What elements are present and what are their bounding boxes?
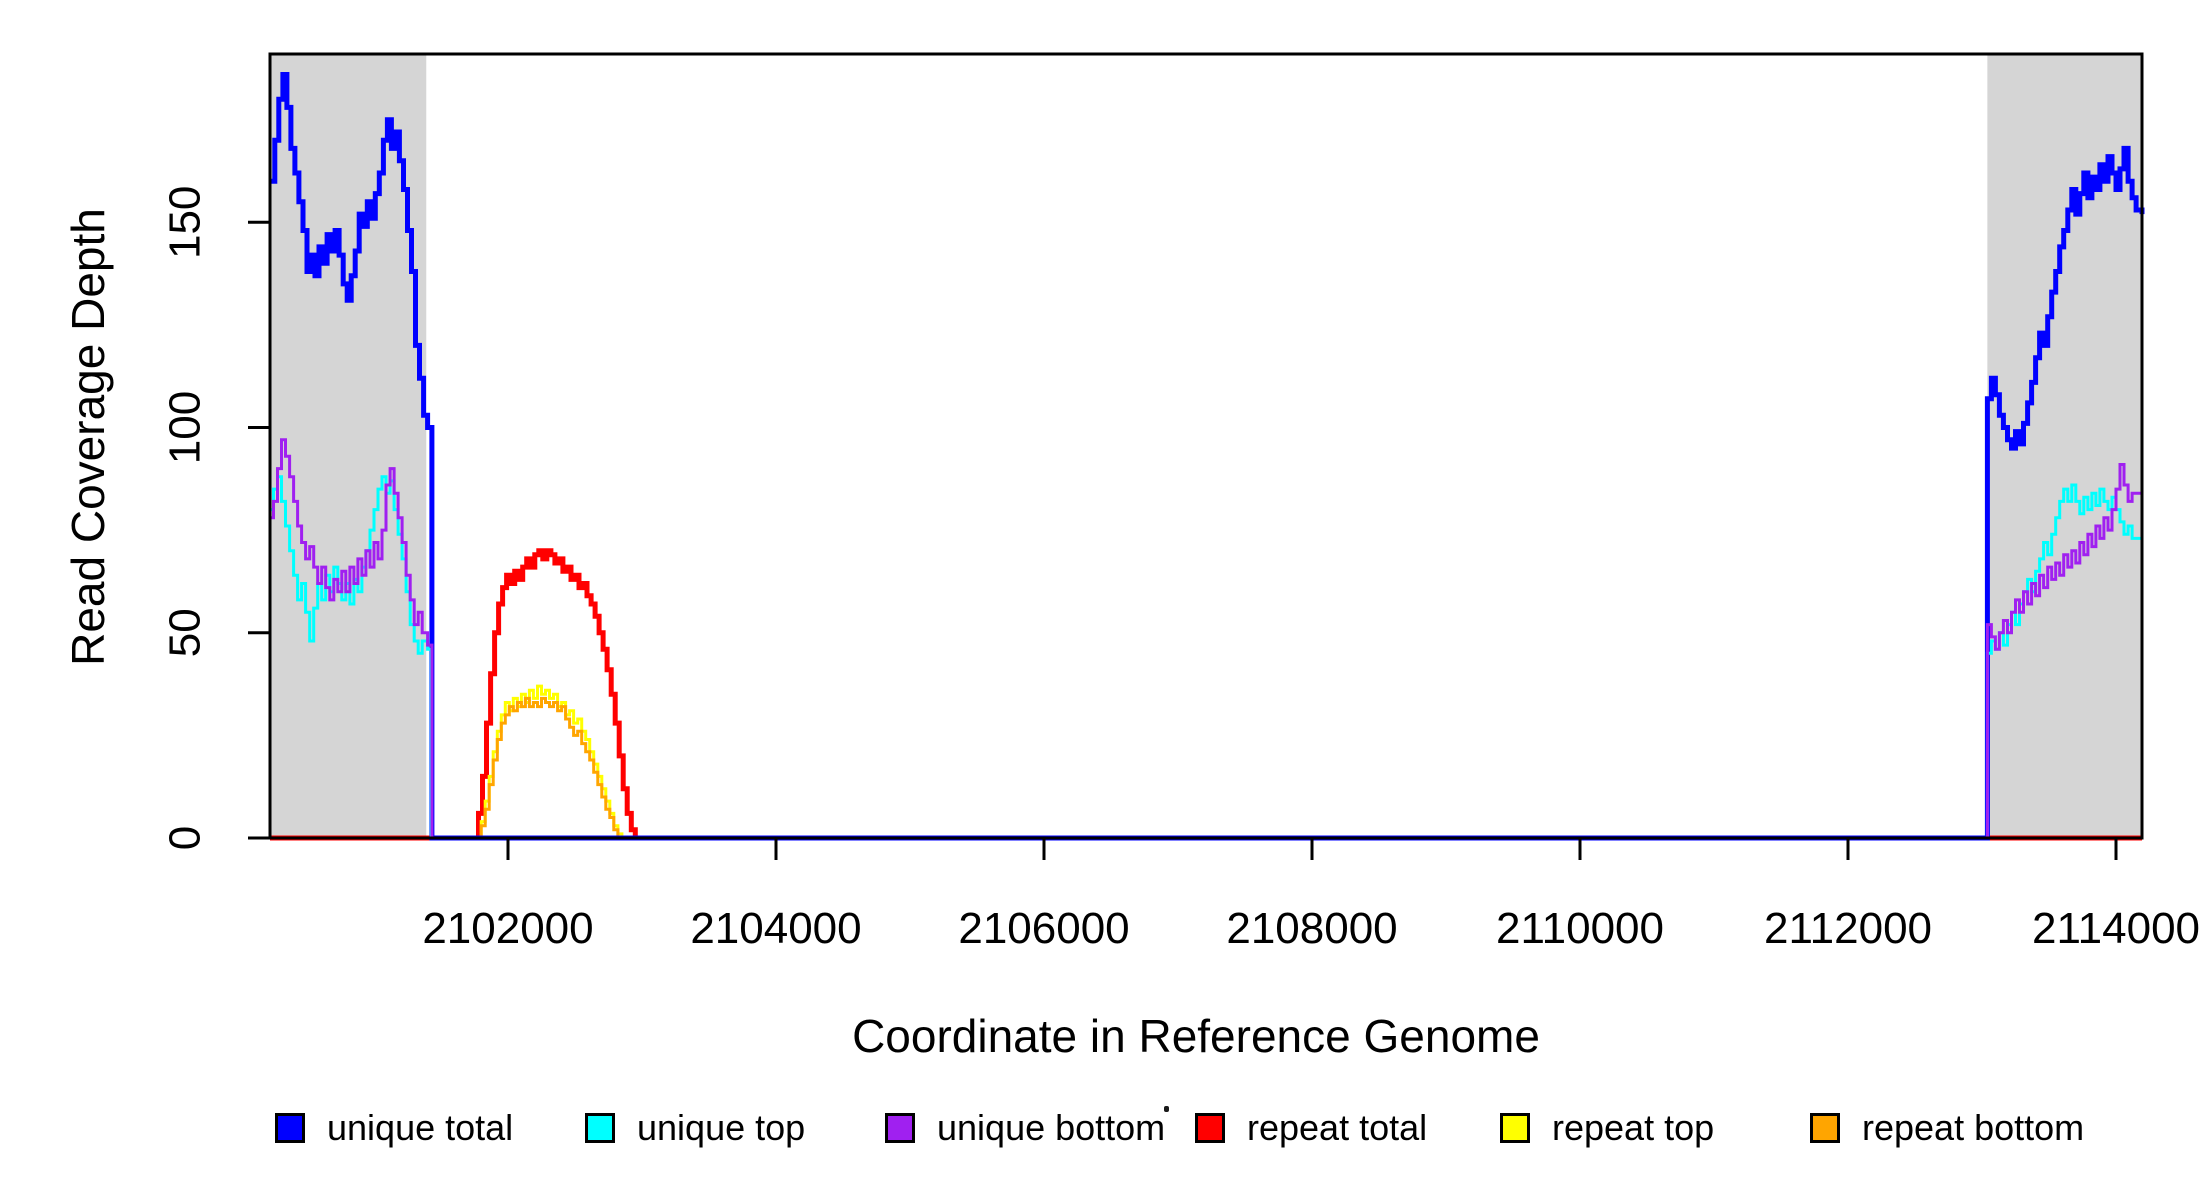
y-tick-label: 150 [161, 186, 210, 259]
x-tick-label: 2110000 [1496, 904, 1664, 953]
legend-label: repeat bottom [1862, 1107, 2085, 1148]
y-tick-label: 100 [161, 391, 210, 464]
legend-swatch-unique-bottom [885, 1113, 915, 1143]
x-tick-label: 2106000 [958, 904, 1129, 953]
series-unique-total-line [270, 72, 2145, 841]
y-tick-label: 50 [161, 608, 210, 657]
shaded-repeat-regions [270, 54, 2142, 838]
x-axis-title: Coordinate in Reference Genome [852, 1010, 1540, 1062]
legend-swatch-unique-total [275, 1113, 305, 1143]
y-axis: 0 50 100 150 [161, 186, 270, 850]
left-repeat-region [270, 54, 427, 838]
y-tick-label: 0 [161, 826, 210, 850]
series-repeat-bottom-line [270, 696, 2142, 840]
x-tick-label: 2102000 [422, 904, 593, 953]
legend-label: repeat top [1552, 1107, 1715, 1148]
legend-label: repeat total [1247, 1107, 1428, 1148]
series-unique-top-line [270, 475, 2144, 840]
legend-item-repeat-bottom: repeat bottom [1810, 1106, 2084, 1150]
legend-swatch-repeat-total [1195, 1113, 1225, 1143]
legend-item-unique-top: unique top [585, 1106, 805, 1150]
series-unique-bottom-line [270, 438, 2144, 840]
x-tick-label: 2114000 [2032, 904, 2200, 953]
x-tick-label: 2108000 [1226, 904, 1397, 953]
legend-label: unique bottom [937, 1107, 1166, 1148]
x-tick-label: 2112000 [1764, 904, 1932, 953]
legend-swatch-unique-top [585, 1113, 615, 1143]
plot-box [268, 52, 2144, 840]
y-axis-title: Read Coverage Depth [62, 208, 114, 666]
legend-item-repeat-top: repeat top [1500, 1106, 1714, 1150]
plot-border [268, 52, 2144, 840]
legend-item-repeat-total: repeat total [1195, 1106, 1427, 1150]
legend-label: unique top [637, 1107, 806, 1148]
legend-swatch-repeat-top [1500, 1113, 1530, 1143]
series-repeat-total-line [270, 548, 2142, 841]
x-axis: 2102000 2104000 2106000 2108000 2110000 21120… [422, 838, 2200, 953]
legend-item-unique-bottom: unique bottom [885, 1106, 1165, 1150]
legend-label: unique total [327, 1107, 514, 1148]
series-repeat-top-line [270, 684, 2142, 840]
x-tick-label: 2104000 [690, 904, 861, 953]
stray-mark [1164, 1106, 1169, 1112]
legend-swatch-repeat-bottom [1810, 1113, 1840, 1143]
coverage-series-lines [270, 72, 2145, 841]
legend-item-unique-total: unique total [275, 1106, 513, 1150]
